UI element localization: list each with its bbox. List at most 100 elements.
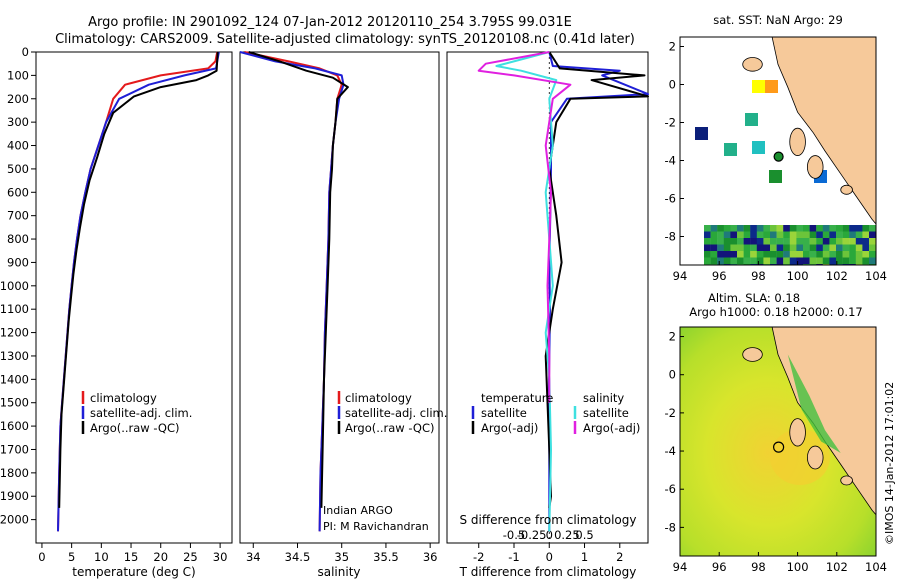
sst-cell — [783, 231, 790, 239]
sst-cell — [783, 244, 790, 252]
sst-cell — [822, 231, 830, 239]
sst-cell — [836, 251, 843, 258]
sst-cell — [789, 251, 797, 258]
sst-cell — [770, 231, 777, 239]
sst-cell — [809, 231, 817, 239]
sst-cell — [789, 225, 797, 232]
sst-cell — [816, 244, 823, 252]
sst-cell — [717, 244, 724, 252]
sst-cell — [849, 251, 856, 258]
difference-chart: -2 -1 0 1 2-0.5-0.25 0 0.250.5 — [473, 51, 649, 564]
sst-cell — [710, 251, 718, 258]
sst-cell — [796, 238, 804, 245]
sst-cell — [796, 257, 804, 265]
sst-cell — [770, 238, 777, 245]
x-tick-label: 34.5 — [285, 550, 311, 564]
sst-cell — [724, 143, 737, 156]
sst-cell — [855, 257, 863, 265]
sst-cell — [743, 238, 751, 245]
depth-tick-label: 1200 — [0, 326, 29, 340]
lat-tick-label: -2 — [665, 116, 676, 130]
sst-cell — [803, 231, 810, 239]
sst-cell — [769, 170, 782, 183]
sst-cell — [776, 257, 784, 265]
x-tick-label: 35.5 — [373, 550, 399, 564]
sst-cell — [836, 244, 843, 252]
legend-label-t-argo: Argo(-adj) — [481, 421, 538, 435]
sst-cell — [723, 244, 731, 252]
depth-tick-label: 1900 — [0, 489, 29, 503]
sst-cell — [710, 257, 718, 265]
x-tick-label: 5 — [68, 550, 75, 564]
x-tick-label: 30 — [213, 550, 228, 564]
sst-cell — [770, 244, 777, 252]
lat-tick-label: -6 — [665, 482, 676, 496]
sst-cell — [704, 251, 711, 258]
x-tick-label: -1 — [508, 550, 519, 564]
sst-cell — [822, 257, 830, 265]
depth-tick-label: 1600 — [0, 419, 29, 433]
sst-cell — [730, 244, 738, 252]
sst-cell — [849, 225, 856, 232]
sst-cell — [723, 257, 731, 265]
depth-tick-label: 200 — [7, 92, 29, 106]
sst-cell — [776, 225, 784, 232]
depth-tick-label: 600 — [7, 185, 29, 199]
sst-cell — [809, 244, 817, 252]
sst-cell — [723, 238, 731, 245]
sst-cell — [770, 257, 777, 265]
sst-cell — [829, 238, 837, 245]
sst-cell — [842, 231, 850, 239]
sla-map-axes: 94 96 98 100 102 104 2 0 -2 -4 -6 -8 — [665, 330, 887, 574]
sst-cell — [737, 225, 744, 232]
legend-label-argo: Argo(..raw -QC) — [345, 421, 435, 435]
x-tick-label: 15 — [124, 550, 139, 564]
sst-cell — [743, 244, 751, 252]
lon-tick-label: 100 — [787, 269, 809, 283]
sst-cell — [770, 225, 777, 232]
depth-tick-label: 400 — [7, 139, 29, 153]
sst-cell — [783, 251, 790, 258]
sst-cell — [763, 231, 771, 239]
sst-cell — [869, 225, 876, 232]
lon-tick-label: 104 — [865, 269, 887, 283]
legend-heading-salinity: salinity — [583, 391, 624, 405]
salinity-legend: climatology satellite-adj. clim. Argo(..… — [337, 391, 447, 435]
lon-tick-label: 98 — [751, 560, 766, 574]
lat-tick-label: -4 — [665, 154, 676, 168]
sst-cell — [695, 127, 708, 140]
figure-title-line2: Climatology: CARS2009. Satellite-adjuste… — [55, 32, 635, 47]
lon-tick-label: 102 — [826, 560, 848, 574]
depth-tick-label: 2000 — [0, 513, 29, 527]
sst-cell — [816, 238, 823, 245]
sst-cell — [836, 238, 843, 245]
lon-tick-label: 98 — [751, 269, 766, 283]
sst-cell — [776, 238, 784, 245]
sst-cell — [869, 244, 876, 252]
sst-cell — [756, 244, 764, 252]
series-line-satellite-adj-clim — [57, 51, 220, 532]
temperature-panel-frame — [35, 51, 233, 544]
sst-cell — [822, 244, 830, 252]
sst-cell — [737, 257, 744, 265]
sst-cell — [849, 231, 856, 239]
sst-cell — [836, 225, 843, 232]
salinity-axis-label: salinity — [317, 565, 360, 579]
sst-cell — [704, 257, 711, 265]
sst-cell — [756, 231, 764, 239]
sst-cell — [743, 251, 751, 258]
sst-cell — [763, 244, 771, 252]
sla-map-title-line2: Argo h1000: 0.18 h2000: 0.17 — [689, 305, 862, 319]
sst-cell — [809, 225, 817, 232]
sst-cell — [723, 225, 731, 232]
salinity-chart: 34 34.5 35 35.5 36 — [239, 51, 437, 564]
sst-cell — [743, 231, 751, 239]
depth-tick-label: 300 — [7, 115, 29, 129]
temperature-legend: climatology satellite-adj. clim. Argo(..… — [81, 391, 192, 435]
sst-cell — [803, 257, 810, 265]
lat-tick-label: 2 — [669, 330, 676, 344]
lat-tick-label: -6 — [665, 192, 676, 206]
temperature-chart: 0 5 10 15 20 25 30 — [38, 51, 228, 564]
pi-label: PI: M Ravichandran — [323, 520, 429, 533]
